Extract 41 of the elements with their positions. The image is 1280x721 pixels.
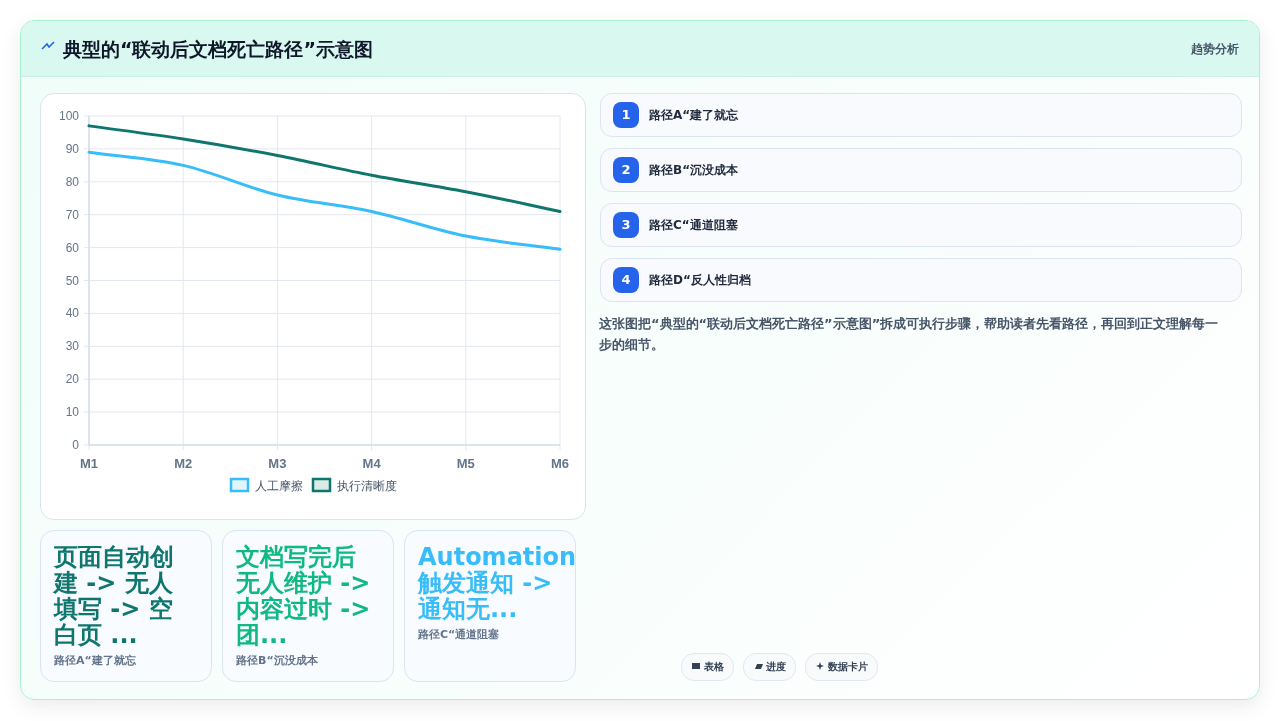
text: 这张图把“典型的“联动后文档死亡路径”示意图”拆成可执行步骤，帮助读者先看路径，再回到正文理解每一步的细节。 [599, 315, 1220, 354]
x-tick-label: M5 [456, 456, 475, 471]
y-tick-label: 50 [65, 273, 80, 288]
text: 路径A“建了就忘 [54, 654, 137, 668]
text: 路径A“建了就忘 [649, 107, 739, 124]
y-tick-label: 10 [65, 405, 80, 420]
text: 路径B“沉没成本 [236, 654, 319, 668]
text: 1 [613, 102, 639, 128]
text: 4 [613, 267, 639, 293]
legend-label: 人工摩擦 [255, 479, 303, 493]
x-tick-label: M3 [268, 456, 287, 471]
y-tick-label: 70 [65, 207, 80, 222]
x-tick-label: M4 [362, 456, 382, 471]
text: 页面自动创建 -> 无人填写 -> 空白页 ... [54, 543, 174, 649]
text: 趋势分析 [1191, 41, 1239, 58]
y-tick-label: 30 [65, 339, 80, 354]
text: 数据卡片 [828, 661, 868, 672]
text: 路径C“通道阻塞 [649, 217, 738, 234]
y-tick-label: 100 [58, 109, 80, 123]
legend-label: 执行清晰度 [337, 479, 397, 493]
line-series [87, 150, 562, 251]
y-tick-label: 60 [65, 240, 80, 255]
text: 2 [613, 157, 639, 183]
line-series [87, 124, 562, 213]
y-tick-label: 90 [65, 141, 80, 156]
x-tick-label: M1 [79, 456, 99, 471]
y-tick-label: 0 [72, 438, 80, 452]
x-tick-label: M2 [174, 456, 193, 471]
text: 路径D“反人性归档 [649, 272, 751, 289]
text: 路径C“通道阻塞 [418, 628, 501, 642]
y-tick-label: 80 [65, 174, 80, 189]
text: 表格 [704, 661, 724, 672]
text: Automation 触发通知 -> 通知无... [418, 543, 577, 623]
y-tick-label: 40 [65, 306, 80, 321]
text: 文档写完后无人维护 -> 内容过时 -> 团... [236, 543, 371, 649]
text: 3 [613, 212, 639, 238]
text: 进度 [766, 661, 786, 672]
text: 路径B“沉没成本 [649, 162, 739, 179]
y-tick-label: 20 [65, 372, 80, 387]
chart-title: 典型的“联动后文档死亡路径”示意图 [63, 37, 373, 62]
x-tick-label: M6 [550, 456, 570, 471]
